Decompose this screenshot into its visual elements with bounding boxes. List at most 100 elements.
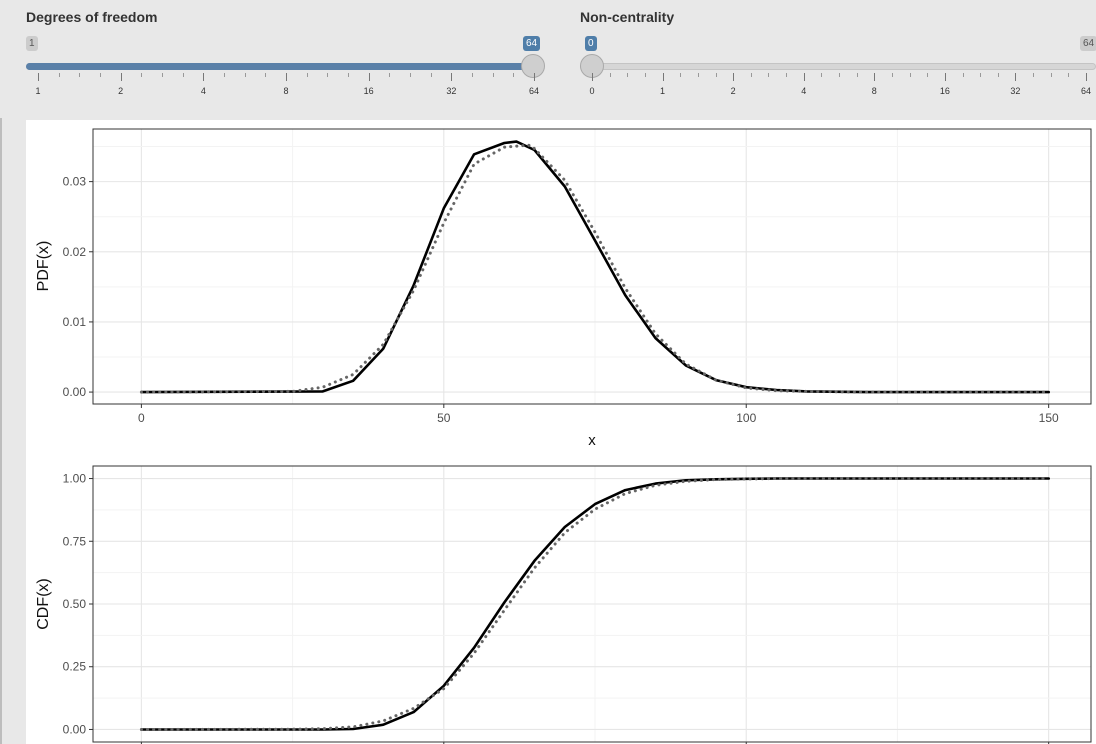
slider-minor-tick bbox=[182, 73, 184, 77]
slider-non-centrality[interactable]: Non-centrality 0 64 0 1 2 4 8 16 32 64 bbox=[560, 0, 1096, 118]
slider-minor-tick bbox=[513, 73, 515, 77]
slider-tick-label: 4 bbox=[200, 86, 206, 96]
slider-minor-tick bbox=[962, 73, 964, 77]
slider-major-tick bbox=[1086, 73, 1087, 81]
slider-minor-tick bbox=[891, 73, 893, 77]
slider-tick-label: 16 bbox=[363, 86, 374, 96]
slider-minor-tick bbox=[680, 73, 682, 77]
slider-minor-tick bbox=[389, 73, 391, 77]
left-border bbox=[0, 0, 2, 744]
series-line-dashed bbox=[140, 477, 1050, 731]
slider-major-tick bbox=[662, 73, 664, 81]
panel-background bbox=[93, 129, 1091, 404]
slider-tick-label: 1 bbox=[660, 86, 666, 96]
slider-tick-label: 8 bbox=[283, 86, 289, 96]
slider-minor-tick bbox=[472, 73, 473, 77]
slider-major-tick bbox=[368, 73, 370, 81]
slider-major-tick bbox=[203, 73, 205, 81]
slider-major-tick bbox=[451, 73, 453, 81]
slider-minor-tick bbox=[821, 73, 823, 77]
slider-tick-label: 4 bbox=[801, 86, 807, 96]
slider-minor-tick bbox=[1033, 73, 1035, 77]
slider-tick-label: 64 bbox=[528, 86, 540, 96]
slider-minor-tick bbox=[697, 73, 699, 77]
x-tick-label: 0 bbox=[138, 411, 145, 425]
slider-min-badge: 1 bbox=[26, 36, 38, 51]
slider-tick-label: 1 bbox=[35, 86, 41, 96]
slider-minor-tick bbox=[224, 73, 225, 77]
y-tick-label: 1.00 bbox=[63, 472, 87, 486]
slider-major-tick bbox=[803, 73, 805, 81]
slider-max-badge: 64 bbox=[1080, 36, 1096, 51]
slider-minor-tick bbox=[768, 73, 770, 77]
slider-minor-tick bbox=[627, 73, 629, 77]
series-line-solid bbox=[140, 140, 1050, 394]
slider-major-tick bbox=[286, 73, 287, 81]
slider-major-tick bbox=[874, 73, 876, 81]
pdf-chart: 0.00 0.01 0.02 0.03 0 50 100 150 PDF(x) x bbox=[35, 128, 1092, 449]
slider-minor-tick bbox=[492, 73, 494, 77]
slider-minor-tick bbox=[244, 73, 246, 77]
slider-major-tick bbox=[592, 73, 593, 81]
slider-minor-tick bbox=[430, 73, 432, 77]
y-tick-label: 0.00 bbox=[63, 385, 87, 399]
slider-major-tick bbox=[733, 73, 735, 81]
x-tick-label: 150 bbox=[1039, 411, 1059, 425]
y-tick-label: 0.75 bbox=[63, 534, 87, 548]
slider-tick-label: 2 bbox=[118, 86, 124, 96]
slider-minor-tick bbox=[1050, 73, 1052, 77]
pdf-x-axis-label: x bbox=[588, 432, 596, 449]
slider-tick-label: 0 bbox=[589, 86, 595, 96]
slider-value-badge: 64 bbox=[523, 36, 541, 51]
slider-minor-tick bbox=[609, 73, 611, 77]
slider-major-tick bbox=[120, 73, 122, 81]
y-tick-label: 0.02 bbox=[63, 245, 87, 259]
slider-minor-tick bbox=[306, 73, 308, 77]
slider-minor-tick bbox=[750, 73, 752, 77]
slider-minor-tick bbox=[839, 73, 840, 77]
slider-minor-tick bbox=[265, 73, 267, 77]
slider-minor-tick bbox=[786, 73, 788, 77]
slider-minor-tick bbox=[79, 73, 81, 77]
slider-minor-tick bbox=[715, 73, 717, 77]
slider-minor-tick bbox=[909, 73, 911, 77]
slider-label: Degrees of freedom bbox=[26, 9, 158, 25]
slider-major-tick bbox=[38, 73, 39, 81]
slider-major-tick bbox=[534, 73, 535, 81]
pdf-y-axis-label: PDF(x) bbox=[35, 241, 52, 292]
slider-minor-tick bbox=[348, 73, 349, 77]
y-tick-label: 0.00 bbox=[63, 722, 87, 736]
slider-tick-label: 16 bbox=[939, 86, 950, 96]
slider-minor-tick bbox=[997, 73, 999, 77]
slider-fill bbox=[26, 63, 534, 70]
slider-minor-tick bbox=[856, 73, 858, 77]
slider-tick-label: 8 bbox=[871, 86, 877, 96]
slider-minor-tick bbox=[100, 73, 101, 77]
x-tick-label: 100 bbox=[736, 411, 756, 425]
controls-panel: Degrees of freedom 1 64 1 2 4 8 16 32 64 Non-c… bbox=[0, 0, 1096, 118]
slider-tick-label: 32 bbox=[1010, 86, 1021, 96]
cdf-chart: 0.00 0.25 0.50 0.75 1.00 CDF(x) bbox=[35, 465, 1092, 744]
panel-border bbox=[92, 128, 1092, 405]
slider-tick-label: 2 bbox=[730, 86, 736, 96]
slider-minor-tick bbox=[980, 73, 982, 77]
slider-tick-label: 64 bbox=[1080, 86, 1092, 96]
slider-minor-tick bbox=[327, 73, 329, 77]
slider-minor-tick bbox=[927, 73, 929, 77]
slider-minor-tick bbox=[1068, 73, 1070, 77]
slider-minor-tick bbox=[141, 73, 143, 77]
slider-minor-tick bbox=[410, 73, 411, 77]
slider-handle[interactable] bbox=[521, 54, 545, 78]
y-tick-label: 0.03 bbox=[63, 175, 87, 189]
slider-value-badge: 0 bbox=[585, 36, 597, 51]
slider-minor-tick bbox=[644, 73, 646, 77]
x-tick-label: 50 bbox=[437, 411, 451, 425]
y-tick-label: 0.25 bbox=[63, 660, 87, 674]
slider-minor-tick bbox=[58, 73, 60, 77]
slider-label: Non-centrality bbox=[580, 9, 675, 25]
cdf-y-axis-label: CDF(x) bbox=[35, 578, 52, 630]
slider-tick-label: 32 bbox=[446, 86, 457, 96]
slider-degrees-of-freedom[interactable]: Degrees of freedom 1 64 1 2 4 8 16 32 64 bbox=[0, 0, 560, 118]
slider-major-tick bbox=[1015, 73, 1017, 81]
